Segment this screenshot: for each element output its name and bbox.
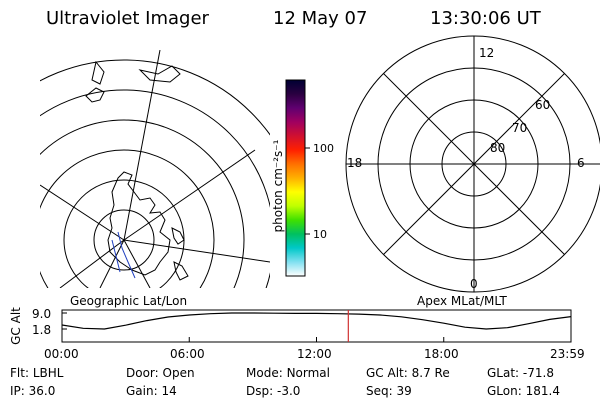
coastline-island	[173, 261, 189, 281]
status-mode: Mode: Normal	[246, 366, 330, 380]
mlt-label-12: 12	[479, 46, 495, 60]
altitude-x-ticks	[61, 337, 572, 342]
altitude-xtick-label: 12:00	[297, 347, 332, 361]
colorbar-gradient	[285, 79, 306, 277]
date-label: 12 May 07	[273, 8, 368, 29]
colorbar-tick-label-100: 100	[313, 142, 334, 155]
right-panel-caption: Apex MLat/MLT	[417, 294, 507, 308]
time-label: 13:30:06 UT	[430, 8, 541, 29]
status-gc-alt: GC Alt: 8.7 Re	[366, 366, 450, 380]
status-glon: GLon: 181.4	[487, 384, 560, 398]
mlat-label-70: 70	[512, 121, 528, 135]
longitude-line	[123, 149, 256, 241]
longitude-line	[123, 239, 270, 263]
longitude-line	[40, 184, 125, 241]
altitude-xtick-label: 06:00	[170, 347, 205, 361]
status-seq: Seq: 39	[366, 384, 412, 398]
status-glat: GLat: -71.8	[487, 366, 554, 380]
mlat-label-60: 60	[535, 98, 551, 112]
coastline-island	[171, 227, 185, 245]
highlight-track	[111, 239, 121, 273]
longitude-line	[99, 239, 125, 288]
status-filter: Flt: LBHL	[10, 366, 64, 380]
mlt-label-0: 0	[470, 277, 478, 291]
status-door: Door: Open	[126, 366, 195, 380]
mlt-label-6: 6	[577, 156, 585, 170]
left-panel-caption: Geographic Lat/Lon	[70, 294, 188, 308]
status-ip: IP: 36.0	[10, 384, 56, 398]
altitude-ytick-label: 1.8	[32, 323, 52, 337]
polar-plot	[345, 35, 600, 293]
status-gain: Gain: 14	[126, 384, 177, 398]
latitude-circle	[40, 149, 215, 288]
coastline-island	[85, 87, 105, 103]
altitude-ytick-label: 9.0	[32, 307, 52, 321]
altitude-xtick-label: 18:00	[424, 347, 459, 361]
coastline-landmass	[91, 60, 105, 85]
mlat-label-80: 80	[490, 141, 506, 155]
latitude-circle	[40, 89, 270, 288]
colorbar-unit-label: photon cm⁻²s⁻¹	[271, 139, 285, 233]
mlt-diagonal	[383, 73, 565, 255]
instrument-title: Ultraviolet Imager	[46, 8, 209, 29]
coastline-landmass	[138, 65, 181, 83]
geographic-map	[40, 50, 270, 288]
longitude-line	[59, 239, 125, 288]
altitude-xtick-label: 23:59	[550, 347, 585, 361]
altitude-ylabel: GC Alt	[9, 307, 23, 345]
colorbar	[285, 79, 310, 277]
highlight-track	[117, 231, 136, 279]
mlt-label-18: 18	[347, 156, 363, 170]
status-dsp: Dsp: -3.0	[246, 384, 301, 398]
latitude-circle	[40, 59, 270, 136]
altitude-xtick-label: 00:00	[44, 347, 79, 361]
altitude-curve	[61, 312, 572, 330]
coastline-antarctica	[107, 171, 171, 276]
longitude-line	[123, 239, 151, 288]
altitude-plot	[61, 309, 572, 343]
latitude-circle	[93, 209, 155, 271]
longitude-line	[123, 50, 161, 241]
colorbar-tick-label-10: 10	[313, 228, 327, 241]
latitude-circle	[40, 119, 245, 288]
